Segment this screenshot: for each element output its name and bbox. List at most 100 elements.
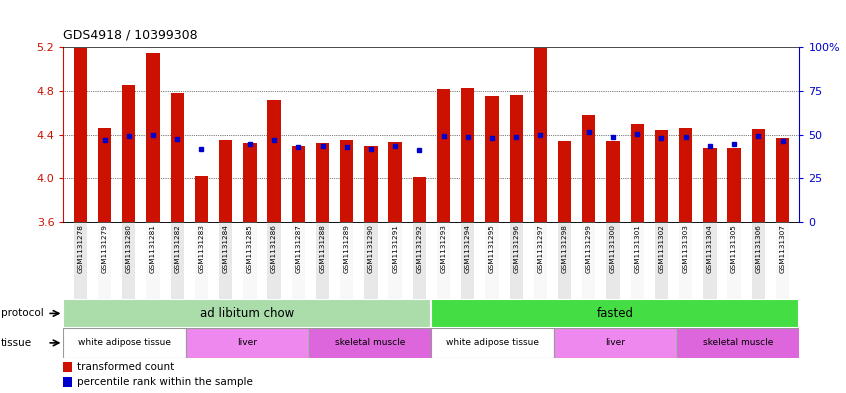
Bar: [534, 222, 547, 299]
Bar: [388, 222, 402, 299]
Bar: [316, 222, 329, 299]
Text: GSM1131304: GSM1131304: [707, 224, 713, 273]
Text: skeletal muscle: skeletal muscle: [335, 338, 405, 347]
Bar: [607, 222, 620, 299]
Bar: [63, 362, 72, 372]
Bar: [219, 140, 233, 222]
Bar: [703, 222, 717, 299]
Bar: [413, 177, 426, 222]
Text: GSM1131282: GSM1131282: [174, 224, 180, 273]
Bar: [751, 222, 765, 299]
Bar: [171, 93, 184, 222]
Text: GSM1131285: GSM1131285: [247, 224, 253, 273]
Bar: [243, 143, 256, 222]
Text: tissue: tissue: [1, 338, 32, 348]
Bar: [74, 48, 87, 222]
Bar: [677, 328, 799, 358]
Bar: [607, 141, 620, 222]
Bar: [388, 142, 402, 222]
Bar: [558, 141, 571, 222]
Text: GSM1131292: GSM1131292: [416, 224, 422, 273]
Bar: [365, 145, 377, 222]
Bar: [292, 145, 305, 222]
Text: white adipose tissue: white adipose tissue: [79, 338, 171, 347]
Text: GSM1131284: GSM1131284: [222, 224, 228, 273]
Text: GSM1131301: GSM1131301: [634, 224, 640, 273]
Bar: [292, 222, 305, 299]
Bar: [630, 222, 644, 299]
Text: GSM1131293: GSM1131293: [441, 224, 447, 273]
Text: transformed count: transformed count: [77, 362, 174, 372]
Bar: [267, 100, 281, 222]
Bar: [461, 222, 475, 299]
Bar: [679, 222, 692, 299]
Bar: [437, 89, 450, 222]
Bar: [509, 95, 523, 222]
Bar: [146, 222, 160, 299]
Text: percentile rank within the sample: percentile rank within the sample: [77, 377, 253, 387]
Bar: [655, 130, 668, 222]
Text: GSM1131283: GSM1131283: [199, 224, 205, 273]
Bar: [655, 222, 668, 299]
Bar: [431, 328, 554, 358]
Bar: [486, 222, 498, 299]
Text: GSM1131299: GSM1131299: [585, 224, 592, 273]
Bar: [74, 222, 87, 299]
Bar: [267, 222, 281, 299]
Bar: [509, 222, 523, 299]
Bar: [776, 222, 789, 299]
Bar: [534, 48, 547, 222]
Text: GSM1131290: GSM1131290: [368, 224, 374, 273]
Bar: [728, 148, 741, 222]
Bar: [776, 138, 789, 222]
Bar: [195, 176, 208, 222]
Bar: [316, 143, 329, 222]
Bar: [243, 222, 256, 299]
Bar: [437, 222, 450, 299]
Bar: [582, 115, 596, 222]
Text: GSM1131298: GSM1131298: [562, 224, 568, 273]
Bar: [146, 53, 160, 222]
Text: GSM1131291: GSM1131291: [393, 224, 398, 273]
Text: GSM1131302: GSM1131302: [658, 224, 664, 273]
Text: GSM1131297: GSM1131297: [537, 224, 543, 273]
Bar: [63, 299, 431, 328]
Text: GSM1131306: GSM1131306: [755, 224, 761, 273]
Bar: [98, 222, 112, 299]
Text: GSM1131287: GSM1131287: [295, 224, 301, 273]
Text: skeletal muscle: skeletal muscle: [703, 338, 773, 347]
Bar: [365, 222, 377, 299]
Bar: [461, 88, 475, 222]
Bar: [431, 299, 799, 328]
Bar: [186, 328, 309, 358]
Text: liver: liver: [238, 338, 257, 347]
Bar: [582, 222, 596, 299]
Text: GSM1131279: GSM1131279: [102, 224, 107, 273]
Bar: [63, 328, 186, 358]
Text: protocol: protocol: [1, 309, 44, 318]
Bar: [122, 85, 135, 222]
Bar: [728, 222, 741, 299]
Bar: [63, 377, 72, 387]
Bar: [558, 222, 571, 299]
Bar: [554, 328, 677, 358]
Bar: [340, 140, 354, 222]
Text: GSM1131307: GSM1131307: [779, 224, 786, 273]
Bar: [630, 124, 644, 222]
Bar: [171, 222, 184, 299]
Bar: [98, 128, 112, 222]
Text: GSM1131286: GSM1131286: [271, 224, 277, 273]
Bar: [413, 222, 426, 299]
Bar: [309, 328, 431, 358]
Text: fasted: fasted: [597, 307, 634, 320]
Text: GSM1131305: GSM1131305: [731, 224, 737, 273]
Bar: [486, 96, 498, 222]
Bar: [195, 222, 208, 299]
Text: GSM1131288: GSM1131288: [320, 224, 326, 273]
Bar: [751, 129, 765, 222]
Bar: [122, 222, 135, 299]
Text: GSM1131280: GSM1131280: [126, 224, 132, 273]
Text: GSM1131289: GSM1131289: [343, 224, 349, 273]
Text: GDS4918 / 10399308: GDS4918 / 10399308: [63, 28, 198, 41]
Text: liver: liver: [606, 338, 625, 347]
